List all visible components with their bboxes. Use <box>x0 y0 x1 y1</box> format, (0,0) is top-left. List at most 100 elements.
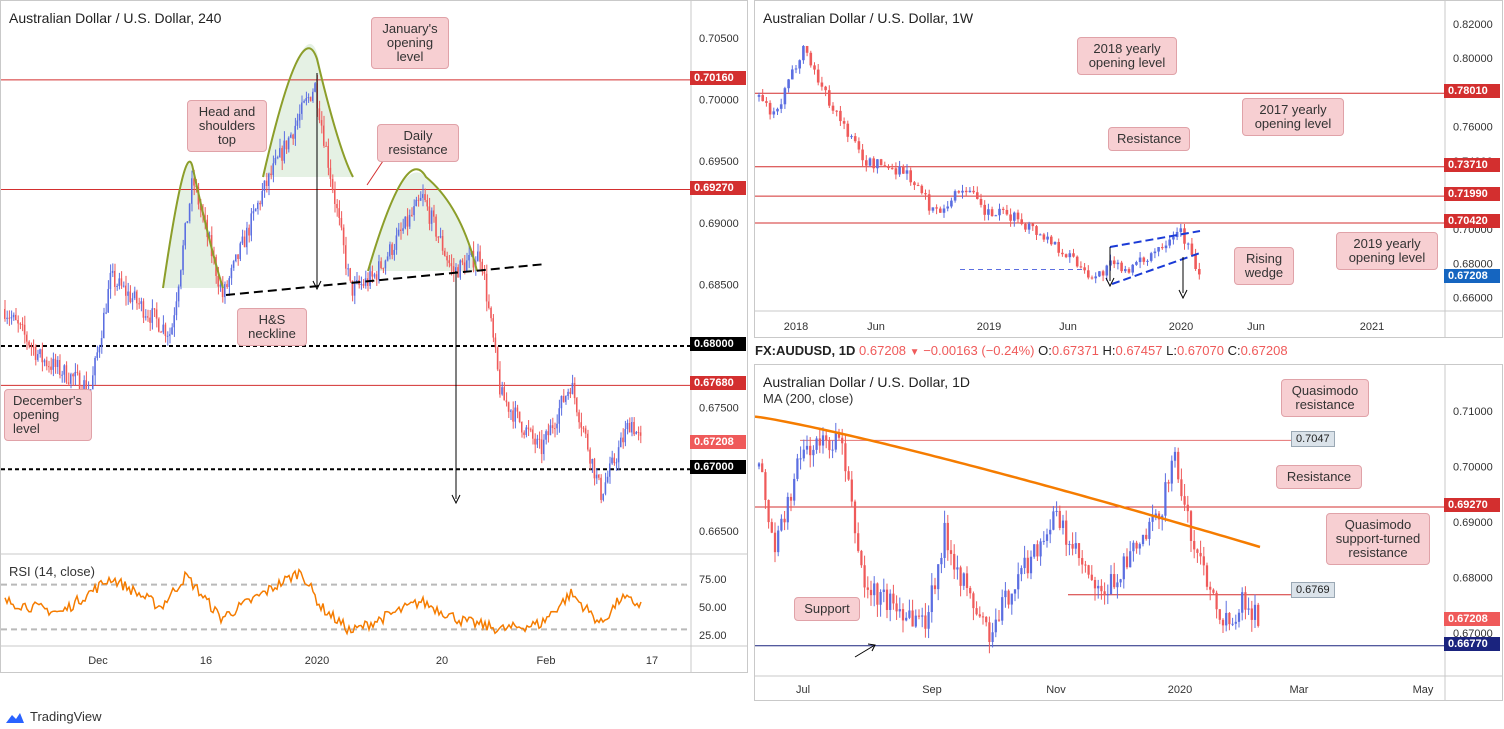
price-4h-candle <box>296 120 299 126</box>
price-weekly-candle <box>1101 271 1105 276</box>
price-weekly-candle <box>1135 262 1138 265</box>
price-4h-candle <box>342 227 345 246</box>
price-4h-candle <box>92 375 94 390</box>
price-daily-candle <box>1237 612 1241 622</box>
price-tag-4h: 0.69270 <box>690 180 746 195</box>
price-4h-candle <box>510 410 512 412</box>
tradingview-logo[interactable]: TradingView <box>4 709 102 724</box>
price-4h-candle <box>591 458 593 464</box>
price-4h-candle <box>155 309 158 319</box>
quote-open: 0.67371 <box>1051 343 1099 358</box>
price-daily-candle <box>1177 451 1180 480</box>
price-4h-candle <box>617 447 620 463</box>
price-4h-candle <box>347 268 349 270</box>
price-4h-candle <box>26 334 28 342</box>
price-weekly-candle <box>1124 269 1127 272</box>
annotation-2017-open: 2017 yearly opening level <box>1242 98 1344 136</box>
price-tag-weekly: 0.71990 <box>1444 187 1500 202</box>
chart-panel-weekly[interactable]: Australian Dollar / U.S. Dollar, 1W 0.82… <box>754 0 1503 338</box>
price-tag-daily: 0.69270 <box>1444 498 1500 512</box>
price-4h-candle <box>78 372 81 392</box>
price-4h-candle <box>635 431 637 435</box>
price-daily-candle <box>1033 544 1036 557</box>
price-4h-candle <box>338 208 340 218</box>
price-4h-candle <box>430 210 433 224</box>
price-weekly-candle <box>894 168 898 175</box>
price-4h-candle <box>41 349 43 363</box>
price-4h-candle <box>639 432 642 436</box>
price-4h-candle <box>503 387 505 401</box>
price-daily-candle <box>1154 513 1157 516</box>
price-4h-candle <box>8 317 10 319</box>
price-weekly-candle <box>972 190 975 193</box>
price-weekly-candle <box>757 95 761 97</box>
price-4h-candle <box>492 318 494 338</box>
price-weekly-candle <box>809 52 813 66</box>
price-4h-candle <box>611 457 613 464</box>
y-tick-weekly: 0.82000 <box>1453 19 1493 31</box>
price-4h-candle <box>307 97 310 99</box>
price-daily-candle <box>988 622 991 642</box>
price-daily-candle <box>1036 544 1039 557</box>
price-weekly-candle <box>1138 257 1142 263</box>
annotation-quasimodo-resistance: Quasimodo resistance <box>1281 379 1369 417</box>
price-4h-candle <box>567 391 569 396</box>
price-daily-candle <box>1068 544 1071 546</box>
price-4h-candle <box>479 251 481 262</box>
chart-panel-4h[interactable]: Australian Dollar / U.S. Dollar, 240 0.7… <box>0 0 748 673</box>
price-daily-candle <box>847 471 850 480</box>
price-4h-candle <box>391 244 393 255</box>
hs-neckline <box>225 263 547 296</box>
price-4h-candle <box>455 267 457 273</box>
price-4h-candle <box>628 423 631 433</box>
price-daily-candle <box>860 550 863 566</box>
price-daily-candle <box>780 518 783 531</box>
price-daily-candle <box>777 530 780 553</box>
price-daily-candle <box>764 472 767 501</box>
price-daily-candle <box>1087 565 1090 575</box>
chart-canvas-4h[interactable]: 0.70500 0.70000 0.69500 0.69000 0.68500 0.680… <box>1 1 748 673</box>
price-4h-candle <box>415 199 417 207</box>
price-daily-candle <box>773 532 777 553</box>
price-weekly-candle <box>1053 241 1057 245</box>
price-weekly-candle <box>924 193 927 195</box>
price-4h-candle <box>400 229 402 231</box>
price-weekly-candle <box>946 206 949 209</box>
price-daily-candle <box>863 565 866 588</box>
price-daily-candle <box>796 458 799 479</box>
price-daily-candle <box>997 619 1001 621</box>
price-4h-candle <box>573 382 576 399</box>
price-weekly-candle <box>990 209 994 217</box>
price-daily-candle <box>818 438 821 446</box>
hs-right-shoulder-fill <box>368 172 477 271</box>
price-4h-candle <box>259 202 261 205</box>
rsi-tick: 50.00 <box>699 602 727 614</box>
price-weekly-candle <box>1098 271 1101 277</box>
price-4h-candle <box>180 270 182 287</box>
price-weekly-candle <box>953 191 957 201</box>
price-daily-candle <box>837 432 841 438</box>
price-weekly-candle <box>1094 276 1097 279</box>
price-4h-candle <box>598 474 600 478</box>
price-weekly-candle <box>1079 266 1083 268</box>
price-4h-candle <box>554 428 556 430</box>
price-4h-candle <box>219 284 222 287</box>
price-daily-candle <box>841 437 844 444</box>
price-4h-candle <box>587 433 589 450</box>
price-weekly-candle <box>857 141 861 150</box>
price-weekly-candle <box>1075 256 1079 267</box>
price-4h-candle <box>404 216 406 229</box>
y-tick-4h: 0.66500 <box>699 526 739 538</box>
price-weekly-candle <box>950 200 953 207</box>
price-daily-candle <box>972 593 975 609</box>
price-4h-candle <box>536 438 538 445</box>
price-weekly-candle <box>1172 237 1175 240</box>
price-4h-candle <box>516 407 519 412</box>
chart-panel-daily[interactable]: Australian Dollar / U.S. Dollar, 1D MA (… <box>754 364 1503 701</box>
price-daily-candle <box>1106 593 1109 596</box>
price-4h-candle <box>320 120 323 126</box>
price-weekly-candle <box>968 190 972 193</box>
price-4h-candle <box>525 427 527 435</box>
y-tick-weekly: 0.76000 <box>1453 122 1493 134</box>
